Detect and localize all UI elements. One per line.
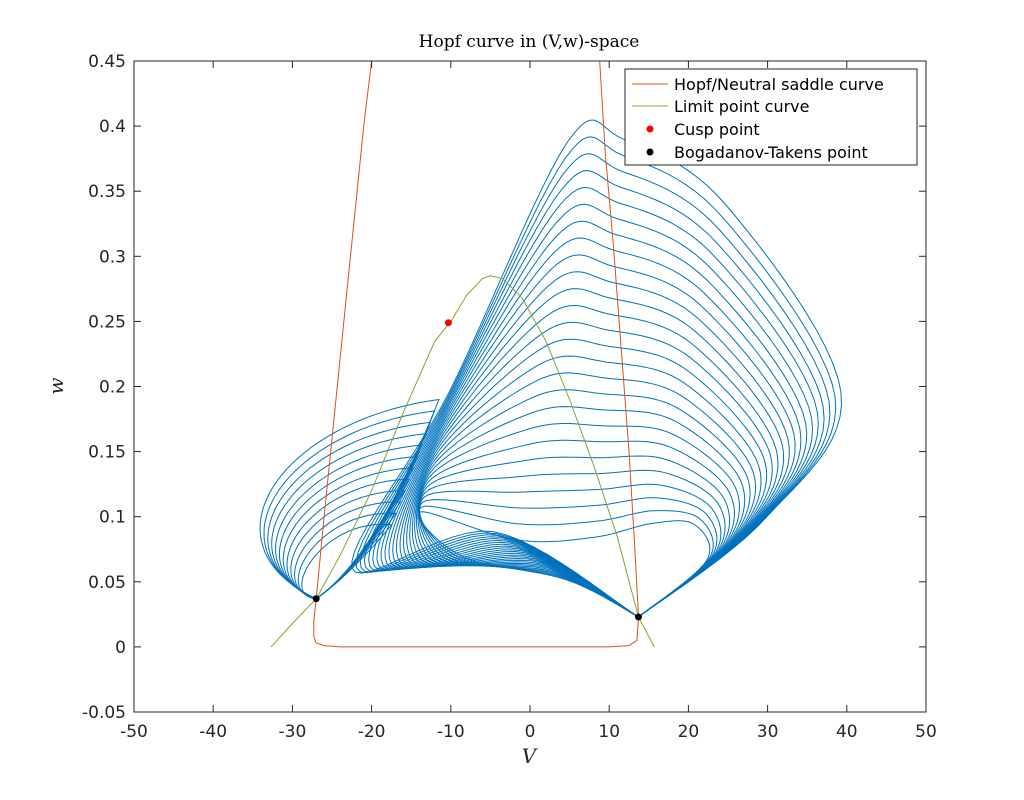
limit-cycle (376, 220, 808, 618)
limit-cycle (355, 136, 837, 618)
limit-cycle (380, 237, 802, 618)
bogdanov-takens-point (312, 595, 320, 603)
limit-cycle (351, 119, 843, 618)
legend-swatch-cusp (646, 125, 654, 133)
x-tick-label: -10 (437, 722, 465, 742)
limit-cycle (372, 203, 814, 618)
limit-cycle (415, 423, 741, 618)
y-tick-label: -0.05 (82, 703, 126, 723)
limit-cycle (392, 288, 785, 618)
x-tick-label: 50 (915, 722, 937, 742)
limit-cycle (409, 372, 757, 618)
legend-label-bt: Bogadanov-Takens point (674, 143, 868, 162)
x-tick-label: 10 (598, 722, 620, 742)
x-axis-label: V (522, 744, 539, 768)
y-tick-label: 0.3 (99, 247, 126, 267)
plot-area (133, 60, 927, 713)
y-axis-ticks: -0.05 0 0.05 0.1 0.15 0.2 0.25 0.3 0.35 0.4 0.45 (82, 52, 926, 723)
chart-title: Hopf curve in (V,w)-space (419, 32, 640, 52)
limit-cycle (363, 170, 825, 618)
y-tick-label: 0 (115, 638, 126, 658)
legend-label-hopf: Hopf/Neutral saddle curve (674, 75, 884, 94)
limit-cycle (418, 455, 731, 618)
limit-cycle (395, 304, 779, 618)
y-tick-label: 0.4 (99, 117, 126, 137)
legend-label-limit-point: Limit point curve (674, 97, 809, 116)
y-tick-label: 0.15 (88, 443, 126, 463)
legend-box (624, 68, 918, 166)
x-tick-label: -20 (358, 722, 386, 742)
limit-cycle-family (259, 119, 843, 618)
limit-cycle (417, 439, 735, 618)
legend-label-cusp: Cusp point (674, 120, 760, 139)
limit-cycle (384, 254, 796, 618)
limit-cycle (402, 338, 768, 618)
x-tick-label: -30 (279, 722, 307, 742)
limit-cycle (388, 271, 790, 618)
cusp-point (444, 319, 452, 327)
y-axis-label: w (44, 377, 68, 394)
limit-cycle (368, 186, 819, 618)
limit-cycle (414, 406, 746, 618)
x-tick-label: 40 (836, 722, 858, 742)
y-tick-label: 0.05 (88, 573, 126, 593)
limit-point-curve (270, 275, 655, 648)
x-tick-label: 20 (678, 722, 700, 742)
y-tick-label: 0.35 (88, 182, 126, 202)
limit-cycle (359, 153, 831, 618)
y-tick-label: 0.2 (99, 378, 126, 398)
x-tick-label: -40 (199, 722, 227, 742)
y-tick-label: 0.45 (88, 52, 126, 72)
x-axis-ticks: -50 -40 -30 -20 -10 0 10 20 30 40 50 (120, 61, 937, 742)
x-tick-label: -50 (120, 722, 148, 742)
y-tick-label: 0.25 (88, 312, 126, 332)
limit-cycle (411, 389, 751, 618)
bogdanov-takens-point (635, 613, 643, 621)
legend: Hopf/Neutral saddle curve Limit point cu… (624, 68, 918, 166)
y-tick-label: 0.1 (99, 508, 126, 528)
legend-swatch-bt (646, 148, 654, 156)
limit-cycle (399, 321, 773, 618)
limit-cycle (418, 469, 726, 618)
limit-cycle (406, 355, 762, 618)
x-tick-label: 30 (757, 722, 779, 742)
x-tick-label: 0 (525, 722, 536, 742)
hopf-curve (313, 60, 640, 648)
series-layer (270, 60, 655, 648)
